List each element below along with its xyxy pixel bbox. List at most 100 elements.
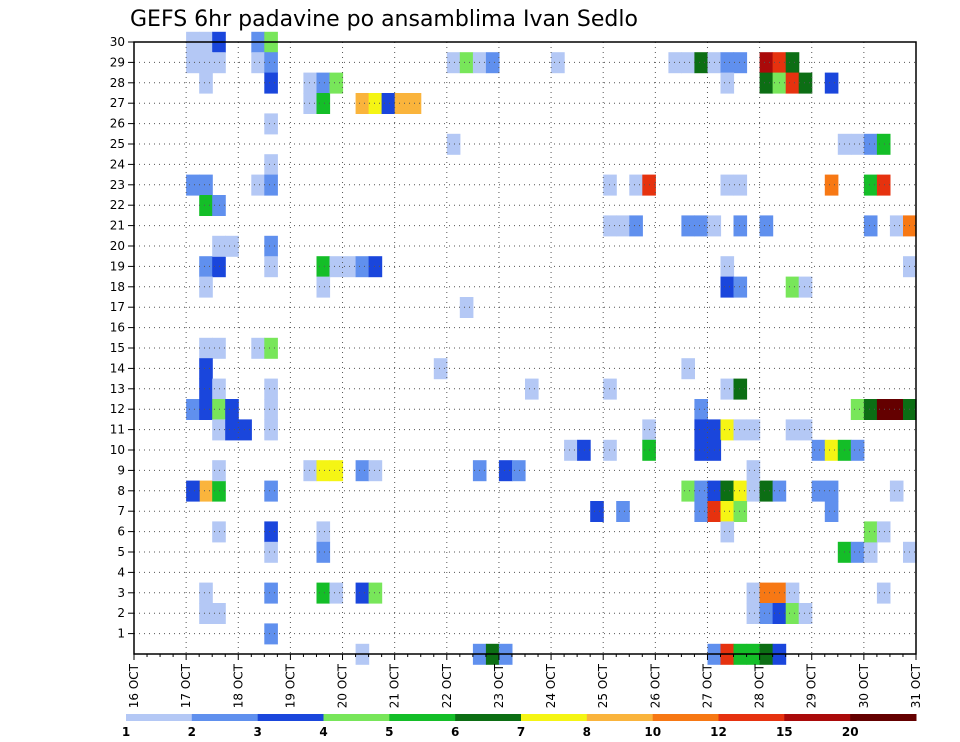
data-cell — [264, 154, 278, 176]
data-cell — [863, 215, 878, 237]
x-tick-label: 26 OCT — [648, 663, 662, 708]
data-cell — [720, 501, 735, 522]
data-cell — [512, 460, 526, 482]
data-cell — [798, 603, 813, 624]
y-tick-label: 20 — [110, 239, 125, 253]
data-cell — [433, 358, 448, 380]
colorbar-label: 6 — [451, 725, 459, 739]
colorbar-label: 1 — [122, 725, 130, 739]
data-cell — [694, 501, 708, 522]
data-cell — [368, 93, 383, 114]
data-cell — [785, 603, 800, 624]
data-cell — [824, 72, 839, 94]
data-cell — [876, 399, 891, 420]
data-cell — [733, 276, 748, 298]
data-cell — [876, 174, 891, 196]
data-cell — [759, 603, 774, 624]
data-cell — [889, 215, 904, 237]
y-tick-label: 15 — [110, 341, 125, 355]
data-cell — [733, 419, 748, 441]
colorbar: 1 2 3 4 5 6 7 8 10 12 15 20 — [122, 714, 917, 739]
data-cell — [798, 419, 813, 441]
colorbar-swatch — [718, 714, 785, 721]
data-cell — [733, 480, 748, 502]
data-cell — [264, 399, 278, 420]
data-cell — [746, 419, 761, 441]
data-cell — [785, 419, 800, 441]
data-cell — [316, 460, 331, 482]
data-cell — [876, 133, 891, 155]
y-tick-label: 8 — [117, 484, 125, 498]
y-tick-label: 17 — [110, 300, 125, 314]
data-cell — [303, 93, 317, 114]
x-tick-label: 28 OCT — [753, 663, 767, 708]
data-cell — [733, 174, 748, 196]
data-cell — [668, 52, 682, 74]
colorbar-swatch — [323, 714, 390, 721]
colorbar-swatch — [257, 714, 324, 721]
data-cell — [264, 174, 278, 196]
x-tick-label: 22 OCT — [440, 663, 454, 708]
colorbar-swatch — [126, 714, 193, 721]
x-tick-label: 31 OCT — [909, 663, 923, 708]
y-tick-label: 6 — [117, 525, 125, 539]
colorbar-label: 7 — [517, 725, 525, 739]
data-cell — [316, 541, 331, 563]
data-cell — [785, 276, 800, 298]
data-cell — [525, 378, 539, 400]
chart-title: GEFS 6hr padavine po ansamblima Ivan Sed… — [130, 7, 638, 32]
data-cell — [251, 174, 265, 196]
data-cell — [199, 195, 213, 216]
colorbar-label: 4 — [319, 725, 327, 739]
colorbar-swatch — [850, 714, 917, 721]
data-cell — [616, 215, 630, 237]
colorbar-swatch — [521, 714, 588, 721]
data-cell — [264, 235, 278, 257]
data-cell — [616, 501, 630, 522]
data-cell — [694, 52, 708, 74]
data-cell — [720, 378, 735, 400]
data-cell — [681, 480, 695, 502]
data-cell — [746, 460, 761, 482]
y-tick-label: 10 — [110, 443, 125, 457]
data-cell — [746, 480, 761, 502]
data-cell — [199, 582, 213, 604]
data-cell — [186, 399, 200, 420]
data-cell — [186, 174, 200, 196]
x-tick-label: 17 OCT — [179, 663, 193, 708]
y-tick-label: 29 — [110, 55, 125, 69]
data-cell — [564, 439, 578, 461]
x-tick-label: 23 OCT — [492, 663, 506, 708]
data-cell — [681, 358, 695, 380]
y-tick-label: 14 — [110, 361, 125, 375]
y-tick-label: 2 — [117, 606, 125, 620]
data-cell — [238, 419, 252, 441]
data-cell — [824, 501, 839, 522]
data-cell — [264, 623, 278, 645]
data-cell — [329, 72, 344, 94]
data-cell — [811, 480, 826, 502]
data-cell — [199, 378, 213, 400]
data-cell — [863, 541, 878, 563]
x-tick-label: 16 OCT — [127, 663, 141, 708]
data-cell — [733, 378, 748, 400]
data-cell — [876, 521, 891, 543]
data-cell — [264, 256, 278, 278]
x-tick-label: 29 OCT — [805, 663, 819, 708]
x-tick-label: 27 OCT — [700, 663, 714, 708]
data-cell — [720, 174, 735, 196]
data-cell — [694, 399, 708, 420]
data-cell — [186, 52, 200, 74]
data-cell — [199, 603, 213, 624]
y-tick-label: 25 — [110, 137, 125, 151]
colorbar-swatch — [652, 714, 719, 721]
colorbar-label: 10 — [644, 725, 661, 739]
y-axis: 1234567891011121314151617181920212223242… — [110, 35, 134, 641]
x-tick-label: 18 OCT — [231, 663, 245, 708]
data-cell — [381, 93, 396, 114]
data-cell — [759, 52, 774, 74]
data-cell — [264, 378, 278, 400]
data-cell — [811, 439, 826, 461]
y-tick-label: 7 — [117, 504, 125, 518]
